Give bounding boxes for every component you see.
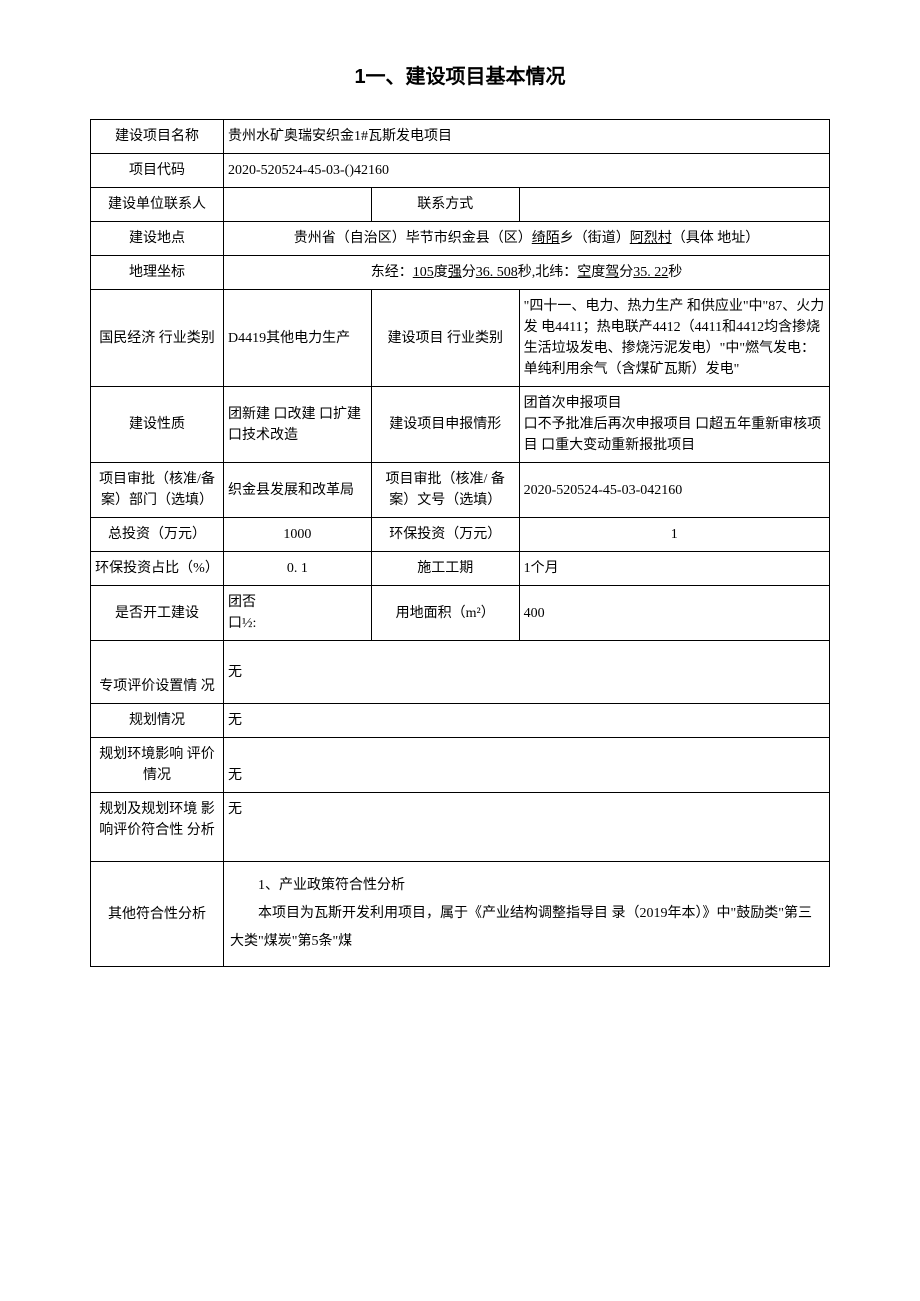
label-location: 建设地点 [91,222,224,256]
value-duration: 1个月 [519,552,829,586]
text: 乡（街道） [560,231,630,246]
value-proj-industry: "四十一、电力、热力生产 和供应业"中"87、火力发 电4411；热电联产441… [519,290,829,387]
value-nature: 团新建 口改建 口扩建 口技术改造 [224,387,372,463]
value-location: 贵州省（自治区）毕节市织金县（区）绮陌乡（街道）阿烈村（具体 地址） [224,222,830,256]
label-plan-env: 规划环境影响 评价情况 [91,738,224,793]
label-apply-type: 建设项目申报情形 [371,387,519,463]
label-project-name: 建设项目名称 [91,120,224,154]
value-other-conform: 1、产业政策符合性分析 本项目为瓦斯开发利用项目，属于《产业结构调整指导目 录（… [224,862,830,967]
table-row: 建设地点 贵州省（自治区）毕节市织金县（区）绮陌乡（街道）阿烈村（具体 地址） [91,222,830,256]
table-row: 项目代码 2020-520524-45-03-()42160 [91,154,830,188]
text: 36. 508 [476,265,518,280]
label-env-ratio: 环保投资占比（%） [91,552,224,586]
text: 空 [577,265,591,280]
text: 强 [448,265,462,280]
label-project-code: 项目代码 [91,154,224,188]
value-coords: 东经：105度强分36. 508秒,北纬：空度驾分35. 22秒 [224,256,830,290]
value-env-invest: 1 [519,518,829,552]
table-row: 是否开工建设 团否 口½: 用地面积（m²） 400 [91,586,830,641]
value-area: 400 [519,586,829,641]
label-contact-method: 联系方式 [371,188,519,222]
value-started: 团否 口½: [224,586,372,641]
label-started: 是否开工建设 [91,586,224,641]
value-contact-method [519,188,829,222]
text: 东经： [371,265,413,280]
value-approval-dept: 织金县发展和改革局 [224,463,372,518]
value-project-code: 2020-520524-45-03-()42160 [224,154,830,188]
value-env-ratio: 0. 1 [224,552,372,586]
label-approval-no: 项目审批（核准/ 备案）文号（选填） [371,463,519,518]
label-plan: 规划情况 [91,704,224,738]
text: 绮陌 [532,231,560,246]
text: 105 [413,265,434,280]
label-total-invest: 总投资（万元） [91,518,224,552]
value-plan-conform: 无 [224,793,830,862]
table-row: 国民经济 行业类别 D4419其他电力生产 建设项目 行业类别 "四十一、电力、… [91,290,830,387]
text: 秒,北纬： [518,265,578,280]
value-plan-env: 无 [224,738,830,793]
table-row: 其他符合性分析 1、产业政策符合性分析 本项目为瓦斯开发利用项目，属于《产业结构… [91,862,830,967]
label-area: 用地面积（m²） [371,586,519,641]
label-coords: 地理坐标 [91,256,224,290]
text: 秒 [668,265,682,280]
text: （具体 地址） [672,231,760,246]
table-row: 规划及规划环境 影响评价符合性 分析 无 [91,793,830,862]
text: 分 [462,265,476,280]
text: 贵州省（自治区）毕节市织金县（区） [294,231,532,246]
text: 度 [434,265,448,280]
value-industry: D4419其他电力生产 [224,290,372,387]
table-row: 规划情况 无 [91,704,830,738]
label-proj-industry: 建设项目 行业类别 [371,290,519,387]
label-duration: 施工工期 [371,552,519,586]
label-approval-dept: 项目审批（核准/备案）部门（选填） [91,463,224,518]
value-apply-type: 团首次申报项目 口不予批准后再次申报项目 口超五年重新审核项目 口重大变动重新报… [519,387,829,463]
table-row: 总投资（万元） 1000 环保投资（万元） 1 [91,518,830,552]
label-env-invest: 环保投资（万元） [371,518,519,552]
label-other-conform: 其他符合性分析 [91,862,224,967]
label-nature: 建设性质 [91,387,224,463]
table-row: 专项评价设置情 况 无 [91,641,830,704]
page-title: 1一、建设项目基本情况 [90,60,830,89]
table-row: 建设性质 团新建 口改建 口扩建 口技术改造 建设项目申报情形 团首次申报项目 … [91,387,830,463]
text: 驾 [605,265,619,280]
text: 分 [619,265,633,280]
text: 35. 22 [633,265,668,280]
table-row: 项目审批（核准/备案）部门（选填） 织金县发展和改革局 项目审批（核准/ 备案）… [91,463,830,518]
table-row: 环保投资占比（%） 0. 1 施工工期 1个月 [91,552,830,586]
table-row: 建设项目名称 贵州水矿奥瑞安织金1#瓦斯发电项目 [91,120,830,154]
table-row: 规划环境影响 评价情况 无 [91,738,830,793]
label-industry: 国民经济 行业类别 [91,290,224,387]
text: 本项目为瓦斯开发利用项目，属于《产业结构调整指导目 录（2019年本）》中"鼓励… [230,900,823,956]
label-plan-conform: 规划及规划环境 影响评价符合性 分析 [91,793,224,862]
text: 1、产业政策符合性分析 [230,872,823,900]
text: 度 [591,265,605,280]
table-row: 建设单位联系人 联系方式 [91,188,830,222]
value-plan: 无 [224,704,830,738]
text: 阿烈村 [630,231,672,246]
project-info-table: 建设项目名称 贵州水矿奥瑞安织金1#瓦斯发电项目 项目代码 2020-52052… [90,119,830,967]
label-contact: 建设单位联系人 [91,188,224,222]
value-special-eval: 无 [224,641,830,704]
value-contact [224,188,372,222]
label-special-eval: 专项评价设置情 况 [91,641,224,704]
value-total-invest: 1000 [224,518,372,552]
table-row: 地理坐标 东经：105度强分36. 508秒,北纬：空度驾分35. 22秒 [91,256,830,290]
value-project-name: 贵州水矿奥瑞安织金1#瓦斯发电项目 [224,120,830,154]
value-approval-no: 2020-520524-45-03-042160 [519,463,829,518]
